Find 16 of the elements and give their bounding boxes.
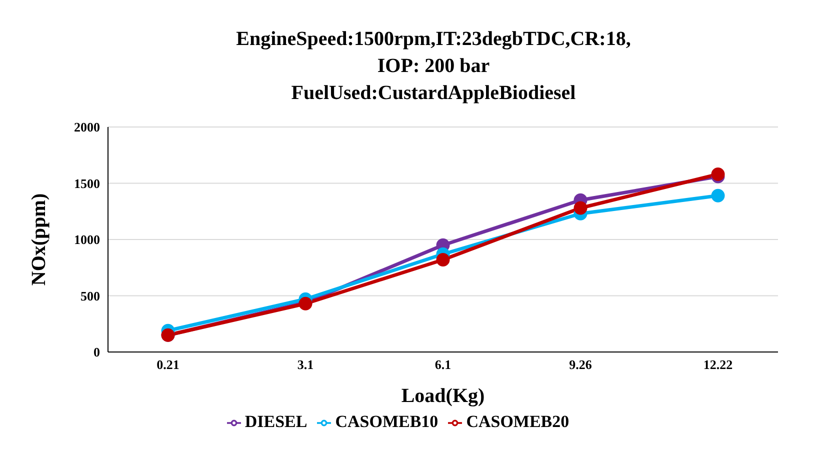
chart-title: EngineSpeed:1500rpm,IT:23degbTDC,CR:18, IOP: 200 bar FuelUsed:CustardAppleBiodiesel bbox=[235, 27, 632, 106]
legend-label: CASOMEB20 bbox=[466, 412, 570, 431]
x-tick-label: 6.1 bbox=[434, 357, 452, 372]
y-tick-label: 0 bbox=[94, 344, 100, 360]
y-axis-title: NOx(ppm) bbox=[28, 193, 50, 286]
x-tick-label: 12.22 bbox=[703, 357, 733, 372]
x-tick-label: 0.21 bbox=[156, 357, 180, 372]
y-tick-label: 1000 bbox=[74, 232, 100, 248]
y-tick-label: 2000 bbox=[74, 120, 100, 135]
y-tick-label: 500 bbox=[80, 288, 100, 304]
x-tick-label: 3.1 bbox=[297, 357, 314, 372]
legend-label: DIESEL bbox=[244, 412, 308, 431]
x-tick-label: 9.26 bbox=[569, 357, 592, 372]
legend-label: CASOMEB10 bbox=[335, 412, 438, 431]
y-tick-label: 1500 bbox=[74, 176, 100, 191]
x-axis-title: Load(Kg) bbox=[401, 385, 485, 407]
